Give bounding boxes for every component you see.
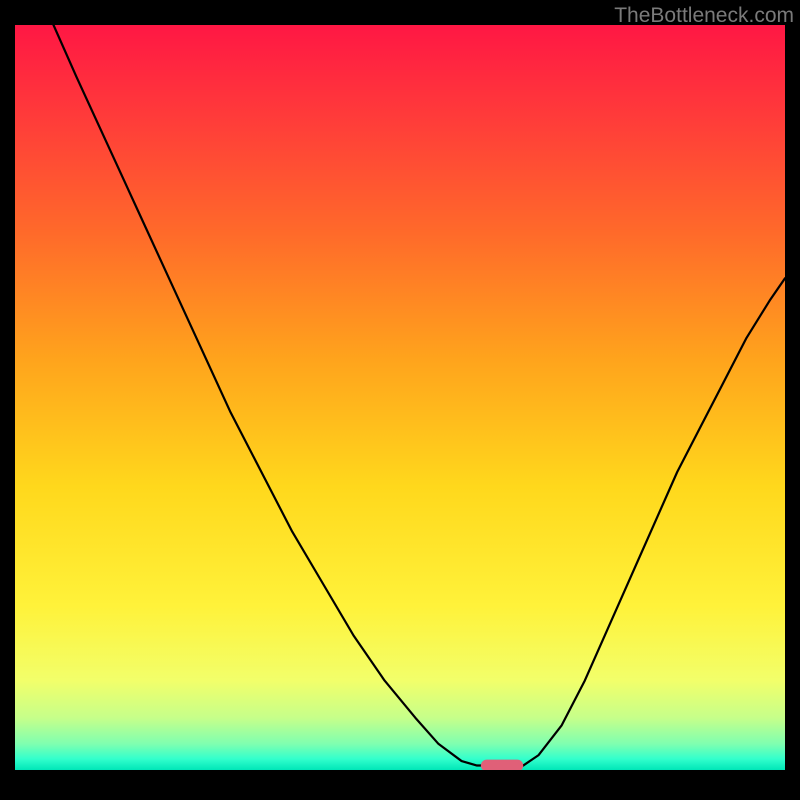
optimal-marker: [481, 760, 523, 770]
chart-container: TheBottleneck.com: [0, 0, 800, 800]
watermark-text: TheBottleneck.com: [614, 4, 794, 28]
gradient-background: [15, 25, 785, 770]
bottleneck-chart: [15, 25, 785, 770]
plot-area: [15, 25, 785, 770]
